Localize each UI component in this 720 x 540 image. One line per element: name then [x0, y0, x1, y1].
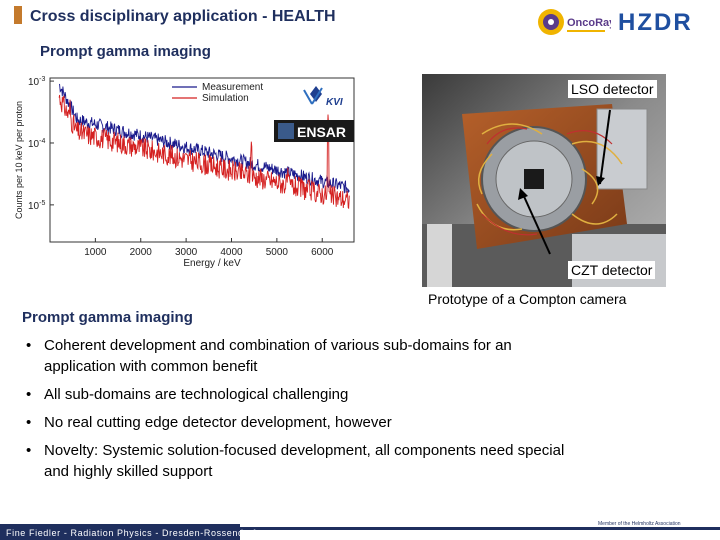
- bullet-text: Novelty: Systemic solution-focused devel…: [44, 442, 565, 480]
- bullet-symbol: •: [26, 414, 32, 431]
- bullet-symbol: •: [26, 386, 32, 403]
- list-item: • No real cutting edge detector developme…: [26, 412, 586, 433]
- oncoray-logo: OncoRay: [538, 9, 611, 35]
- x-tick-label: 5000: [266, 247, 289, 258]
- y-tick-label: 10-4: [28, 138, 45, 150]
- kvi-logo-mark: [310, 86, 322, 102]
- x-tick-label: 3000: [175, 247, 198, 258]
- slide-subtitle: Prompt gamma imaging: [40, 43, 211, 60]
- photo-caption: Prototype of a Compton camera: [428, 291, 627, 307]
- prompt-gamma-spectrum-chart: 1000 2000 3000 4000 5000 6000 10-3 10-4 10-5 Ener…: [14, 76, 355, 269]
- y-axis-label: Counts per 10 keV per proton: [14, 101, 24, 219]
- plot-frame: [49, 77, 355, 243]
- legend-entry: Measurement: [202, 82, 263, 93]
- bullet-text: No real cutting edge detector developmen…: [44, 414, 392, 431]
- series-line-simulation: [58, 94, 350, 210]
- oncoray-logo-text: OncoRay: [567, 17, 611, 29]
- footer-line: [240, 527, 720, 530]
- czt-detector-label: CZT detector: [568, 261, 656, 279]
- helmholtz-member-text: Member of the Helmholtz Association: [598, 521, 681, 527]
- footer-author: Fine Fiedler - Radiation Physics - Dresd…: [6, 528, 256, 538]
- ensar-logo-text: ENSAR: [297, 124, 346, 140]
- x-tick-label: 2000: [130, 247, 153, 258]
- y-tick-label: 10-3: [28, 76, 45, 88]
- footer-bar: [0, 524, 240, 540]
- x-tick-label: 6000: [311, 247, 334, 258]
- slide-title: Cross disciplinary application - HEALTH: [30, 8, 336, 25]
- bullet-symbol: •: [26, 442, 32, 459]
- hzdr-logo: HZDR: [618, 9, 693, 36]
- kvi-logo-swoosh: [303, 87, 323, 105]
- bullet-text: Coherent development and combination of …: [44, 337, 512, 375]
- list-item: • Coherent development and combination of…: [26, 335, 586, 377]
- title-accent: [14, 6, 22, 24]
- lso-detector-label: LSO detector: [568, 80, 657, 98]
- ensar-logo-mark: [278, 123, 294, 139]
- bullet-text: All sub-domains are technological challe…: [44, 386, 349, 403]
- compton-camera-photo: LSO detector CZT detector: [422, 74, 666, 287]
- list-item: • All sub-domains are technological chall…: [26, 384, 586, 405]
- y-tick-label: 10-5: [28, 200, 45, 212]
- kvi-logo-text: KVI: [326, 97, 343, 108]
- legend-entry: Simulation: [202, 93, 249, 104]
- hzdr-logo-text: HZDR: [618, 9, 693, 36]
- bullet-symbol: •: [26, 337, 32, 354]
- section-heading: Prompt gamma imaging: [22, 309, 193, 326]
- x-tick-label: 4000: [220, 247, 243, 258]
- x-axis-label: Energy / keV: [183, 258, 241, 269]
- bullet-list: • Coherent development and combination of…: [26, 335, 586, 489]
- x-tick-label: 1000: [84, 247, 107, 258]
- list-item: • Novelty: Systemic solution-focused deve…: [26, 440, 586, 482]
